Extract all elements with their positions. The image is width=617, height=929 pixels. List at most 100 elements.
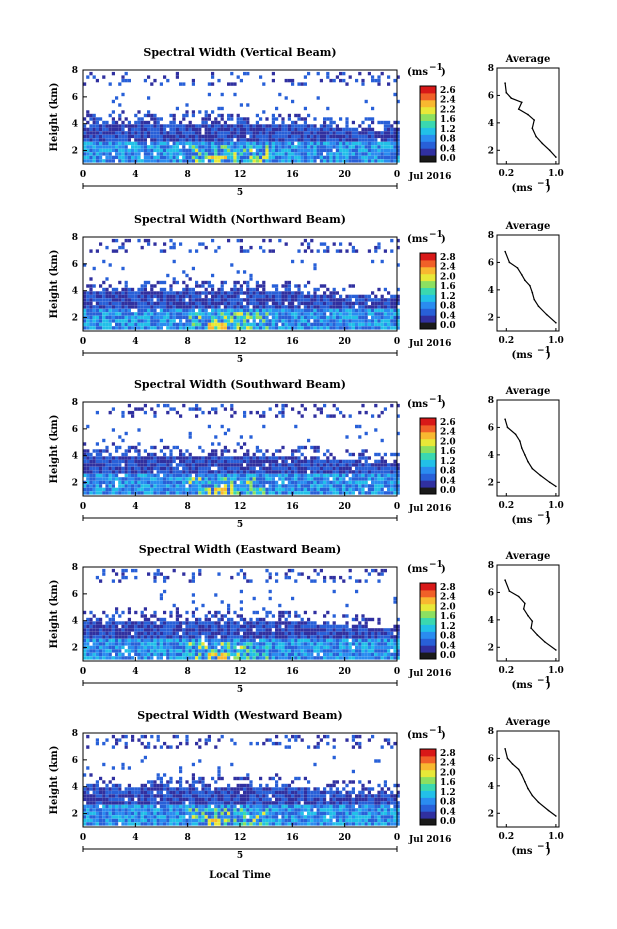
heatmap-cell [294,308,298,313]
heatmap-cell [275,106,279,111]
heatmap-cell [303,477,307,481]
heatmap-cell [310,477,314,481]
colorbar-tick-label: 1.2 [440,457,456,467]
heatmap-cell [249,134,253,139]
heatmap-cell [316,96,320,100]
heatmap-cell [281,322,285,327]
heatmap-cell [201,487,205,492]
heatmap-cell [236,294,240,299]
heatmap-cell [179,131,183,135]
heatmap-cell [83,442,87,446]
heatmap-cell [198,127,202,132]
heatmap-cell [111,308,115,313]
heatmap-cell [140,120,144,125]
heatmap-cell [156,131,160,135]
heatmap-cell [92,652,96,657]
heatmap-cell [137,621,141,625]
heatmap-cell [166,649,170,653]
heatmap-cell [278,134,282,139]
heatmap-cell [115,322,119,327]
heatmap-cell [342,414,346,418]
heatmap-cell [351,120,355,125]
heatmap-cell [92,134,96,139]
heatmap-cell [111,117,115,121]
heatmap-cell [102,656,106,660]
heatmap-cell [249,273,253,278]
heatmap-cell [239,463,243,467]
heatmap-cell [358,480,362,485]
heatmap-cell [380,459,384,464]
heatmap-cell [217,294,221,299]
heatmap-cell [134,131,138,135]
heatmap-cell [377,315,381,320]
heatmap-cell [182,152,186,156]
heatmap-cell [294,305,298,309]
heatmap [83,238,400,330]
heatmap-cell [99,305,103,309]
heatmap-cell [281,120,285,125]
heatmap-cell [198,124,202,128]
colorbar-tick-label: 2.4 [440,428,456,438]
heatmap-cell [86,424,90,429]
heatmap-cell [396,466,400,471]
heatmap-cell [102,480,106,485]
heatmap-cell [92,459,96,464]
heatmap-cell [188,155,192,160]
heatmap-cell [86,75,90,79]
heatmap-cell [124,656,128,660]
heatmap-cell [111,470,115,474]
heatmap-cell [307,124,311,128]
heatmap-cell [131,635,135,639]
heatmap-cell [118,487,122,492]
heatmap-cell [140,635,144,639]
heatmap-cell [259,322,263,327]
heatmap-cell [179,638,183,643]
heatmap-cell [185,284,189,288]
heatmap-cell [307,466,311,471]
heatmap-cell [111,141,115,146]
heatmap-cell [201,152,205,156]
heatmap-cell [105,291,109,295]
heatmap-cell [233,134,237,139]
heatmap-cell [345,294,349,299]
heatmap-cell [223,319,227,323]
heatmap-cell [310,159,314,163]
heatmap-cell [275,621,279,625]
heatmap-cell [287,113,291,118]
heatmap-cell [367,148,371,153]
heatmap-cell [188,127,192,132]
heatmap-cell [188,319,192,323]
heatmap-cell [255,326,259,330]
heatmap-cell [137,312,141,316]
heatmap-cell [198,284,202,288]
heatmap-cell [230,159,234,163]
heatmap-cell [156,159,160,163]
heatmap-cell [214,621,218,625]
heatmap-cell [329,124,333,128]
heatmap-cell [182,280,186,285]
heatmap-cell [259,470,263,474]
heatmap-cell [243,410,247,415]
heatmap-cell [111,315,115,320]
heatmap-cell [227,617,231,622]
heatmap-cell [179,291,183,295]
heatmap-cell [118,280,122,285]
heatmap-cell [342,298,346,302]
heatmap-cell [393,155,397,160]
heatmap-cell [153,610,157,615]
heatmap-cell [182,322,186,327]
heatmap-cell [364,322,368,327]
heatmap-cell [223,134,227,139]
heatmap-cell [252,649,256,653]
heatmap-cell [339,308,343,313]
heatmap-cell [217,477,221,481]
heatmap-cell [217,610,221,615]
heatmap-cell [284,145,288,149]
panel-1: Spectral Width (Northward Beam)2468Heigh… [49,213,564,365]
heatmap-cell [268,463,272,467]
heatmap-cell [179,456,183,460]
heatmap-cell [275,148,279,153]
heatmap-cell [329,322,333,327]
heatmap-cell [169,291,173,295]
heatmap-cell [380,120,384,125]
